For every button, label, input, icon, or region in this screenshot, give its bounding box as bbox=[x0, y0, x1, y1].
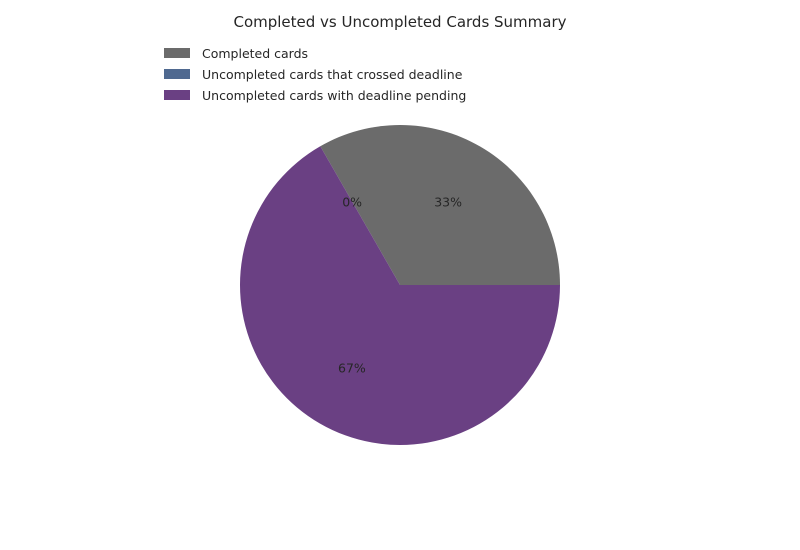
legend-item: Uncompleted cards that crossed deadline bbox=[164, 67, 463, 82]
pie-slice-completed bbox=[320, 125, 560, 286]
pie-slices bbox=[240, 125, 560, 446]
legend-item: Completed cards bbox=[164, 46, 308, 61]
legend-label-crossed-deadline: Uncompleted cards that crossed deadline bbox=[202, 67, 463, 82]
pie-percent-labels: 33% 0% 67% bbox=[338, 194, 462, 375]
pie-percent-label-crossed-deadline: 0% bbox=[342, 194, 362, 209]
legend-label-deadline-pending: Uncompleted cards with deadline pending bbox=[202, 88, 466, 103]
legend-swatch-completed bbox=[164, 48, 190, 58]
chart-title: Completed vs Uncompleted Cards Summary bbox=[233, 13, 566, 31]
legend: Completed cards Uncompleted cards that c… bbox=[164, 46, 466, 103]
legend-item: Uncompleted cards with deadline pending bbox=[164, 88, 466, 103]
legend-label-completed: Completed cards bbox=[202, 46, 308, 61]
pie-percent-label-deadline-pending: 67% bbox=[338, 361, 366, 376]
legend-swatch-crossed-deadline bbox=[164, 69, 190, 79]
pie-percent-label-completed: 33% bbox=[434, 194, 462, 209]
legend-swatch-deadline-pending bbox=[164, 90, 190, 100]
pie-slice-deadline-pending bbox=[240, 146, 560, 446]
